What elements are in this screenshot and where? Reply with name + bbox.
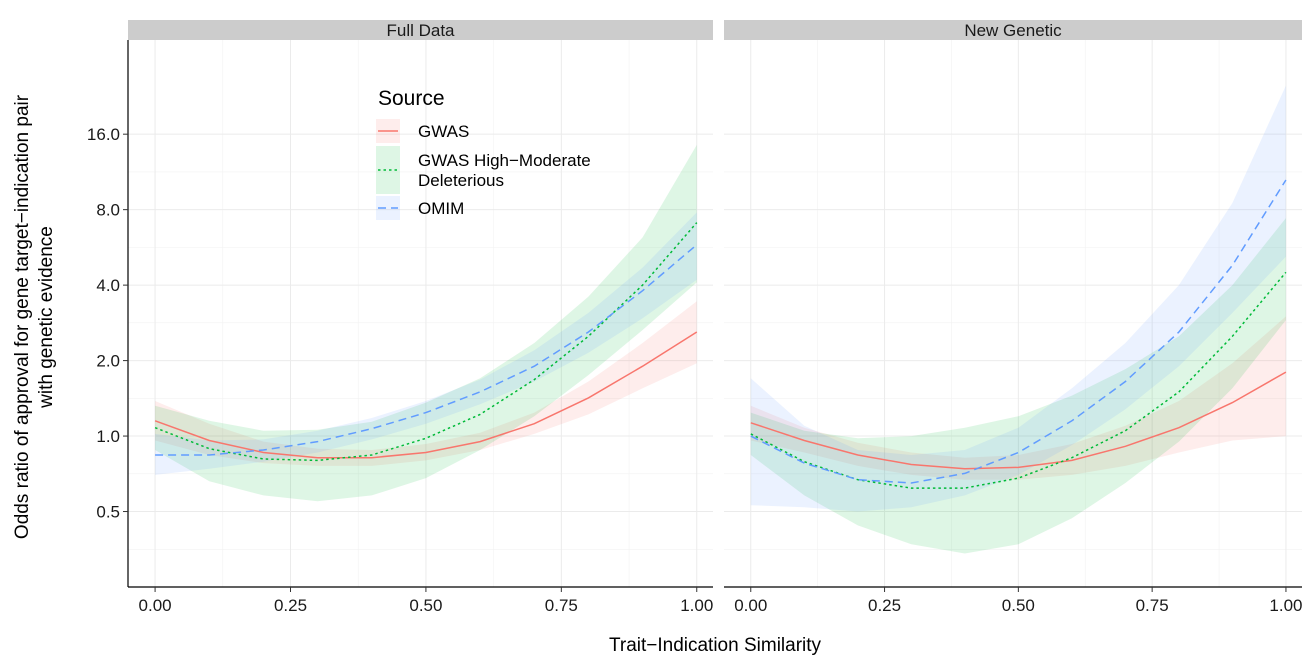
ci-ribbon-omim <box>155 212 697 475</box>
panel-1: Full Data 0.00 0.25 0.50 0.75 1.00 0.5 1.0 2.0 4.… <box>87 20 713 615</box>
ci-ribbon-omim <box>750 85 1286 512</box>
y-tick-label: 2.0 <box>96 352 120 371</box>
plot-area <box>750 85 1287 554</box>
ci-ribbon-gwas <box>750 316 1286 480</box>
legend-label: Deleterious <box>418 171 504 190</box>
panels-layer: Full Data 0.00 0.25 0.50 0.75 1.00 0.5 1.0 2.0 4.… <box>87 20 1302 615</box>
x-axis-title: Trait−Indication Similarity <box>609 635 822 656</box>
line-gwas <box>154 331 698 459</box>
legend-label: OMIM <box>418 199 464 218</box>
ci-ribbon-gwas-high-moderate-deleterious <box>155 144 697 502</box>
legend: Source GWAS GWAS High−ModerateDeleterious… <box>376 87 591 220</box>
ci-ribbon-gwas <box>155 301 697 466</box>
facet-strip-label: New Genetic <box>964 21 1062 40</box>
legend-label: GWAS <box>418 122 469 141</box>
plot-area <box>154 144 698 502</box>
y-tick-label: 4.0 <box>96 276 120 295</box>
x-tick-label: 0.50 <box>409 596 442 615</box>
x-tick-label: 0.25 <box>274 596 307 615</box>
panel-2: New Genetic 0.00 0.25 0.50 0.75 1.00 <box>724 20 1302 615</box>
legend-item: GWAS <box>376 119 469 143</box>
y-axis-title-line-2: with genetic evidence <box>36 226 57 409</box>
legend-item: OMIM <box>376 196 464 220</box>
y-tick-label: 0.5 <box>96 503 120 522</box>
line-gwas-high-moderate-deleterious <box>154 222 698 462</box>
x-tick-label: 1.00 <box>680 596 713 615</box>
ci-ribbon-gwas-high-moderate-deleterious <box>750 218 1286 554</box>
x-tick-label: 0.75 <box>545 596 578 615</box>
y-tick-label: 1.0 <box>96 427 120 446</box>
y-tick-label: 16.0 <box>87 125 120 144</box>
y-axis-title-line-1: Odds ratio of approval for gene target−i… <box>12 94 33 539</box>
x-tick-label: 0.00 <box>139 596 172 615</box>
line-omim <box>750 179 1287 484</box>
x-tick-label: 0.75 <box>1136 596 1169 615</box>
y-axis-title: Odds ratio of approval for gene target−i… <box>12 94 57 539</box>
legend-label: GWAS High−Moderate <box>418 151 591 170</box>
x-tick-label: 0.00 <box>734 596 767 615</box>
facet-strip <box>724 20 1302 40</box>
facet-strip <box>128 20 713 40</box>
y-tick-label: 8.0 <box>96 201 120 220</box>
x-tick-label: 1.00 <box>1269 596 1302 615</box>
line-omim <box>155 244 698 456</box>
x-tick-label: 0.25 <box>868 596 901 615</box>
x-tick-label: 0.50 <box>1002 596 1035 615</box>
facet-strip-label: Full Data <box>386 21 455 40</box>
legend-title: Source <box>378 87 445 110</box>
line-gwas <box>750 371 1287 470</box>
